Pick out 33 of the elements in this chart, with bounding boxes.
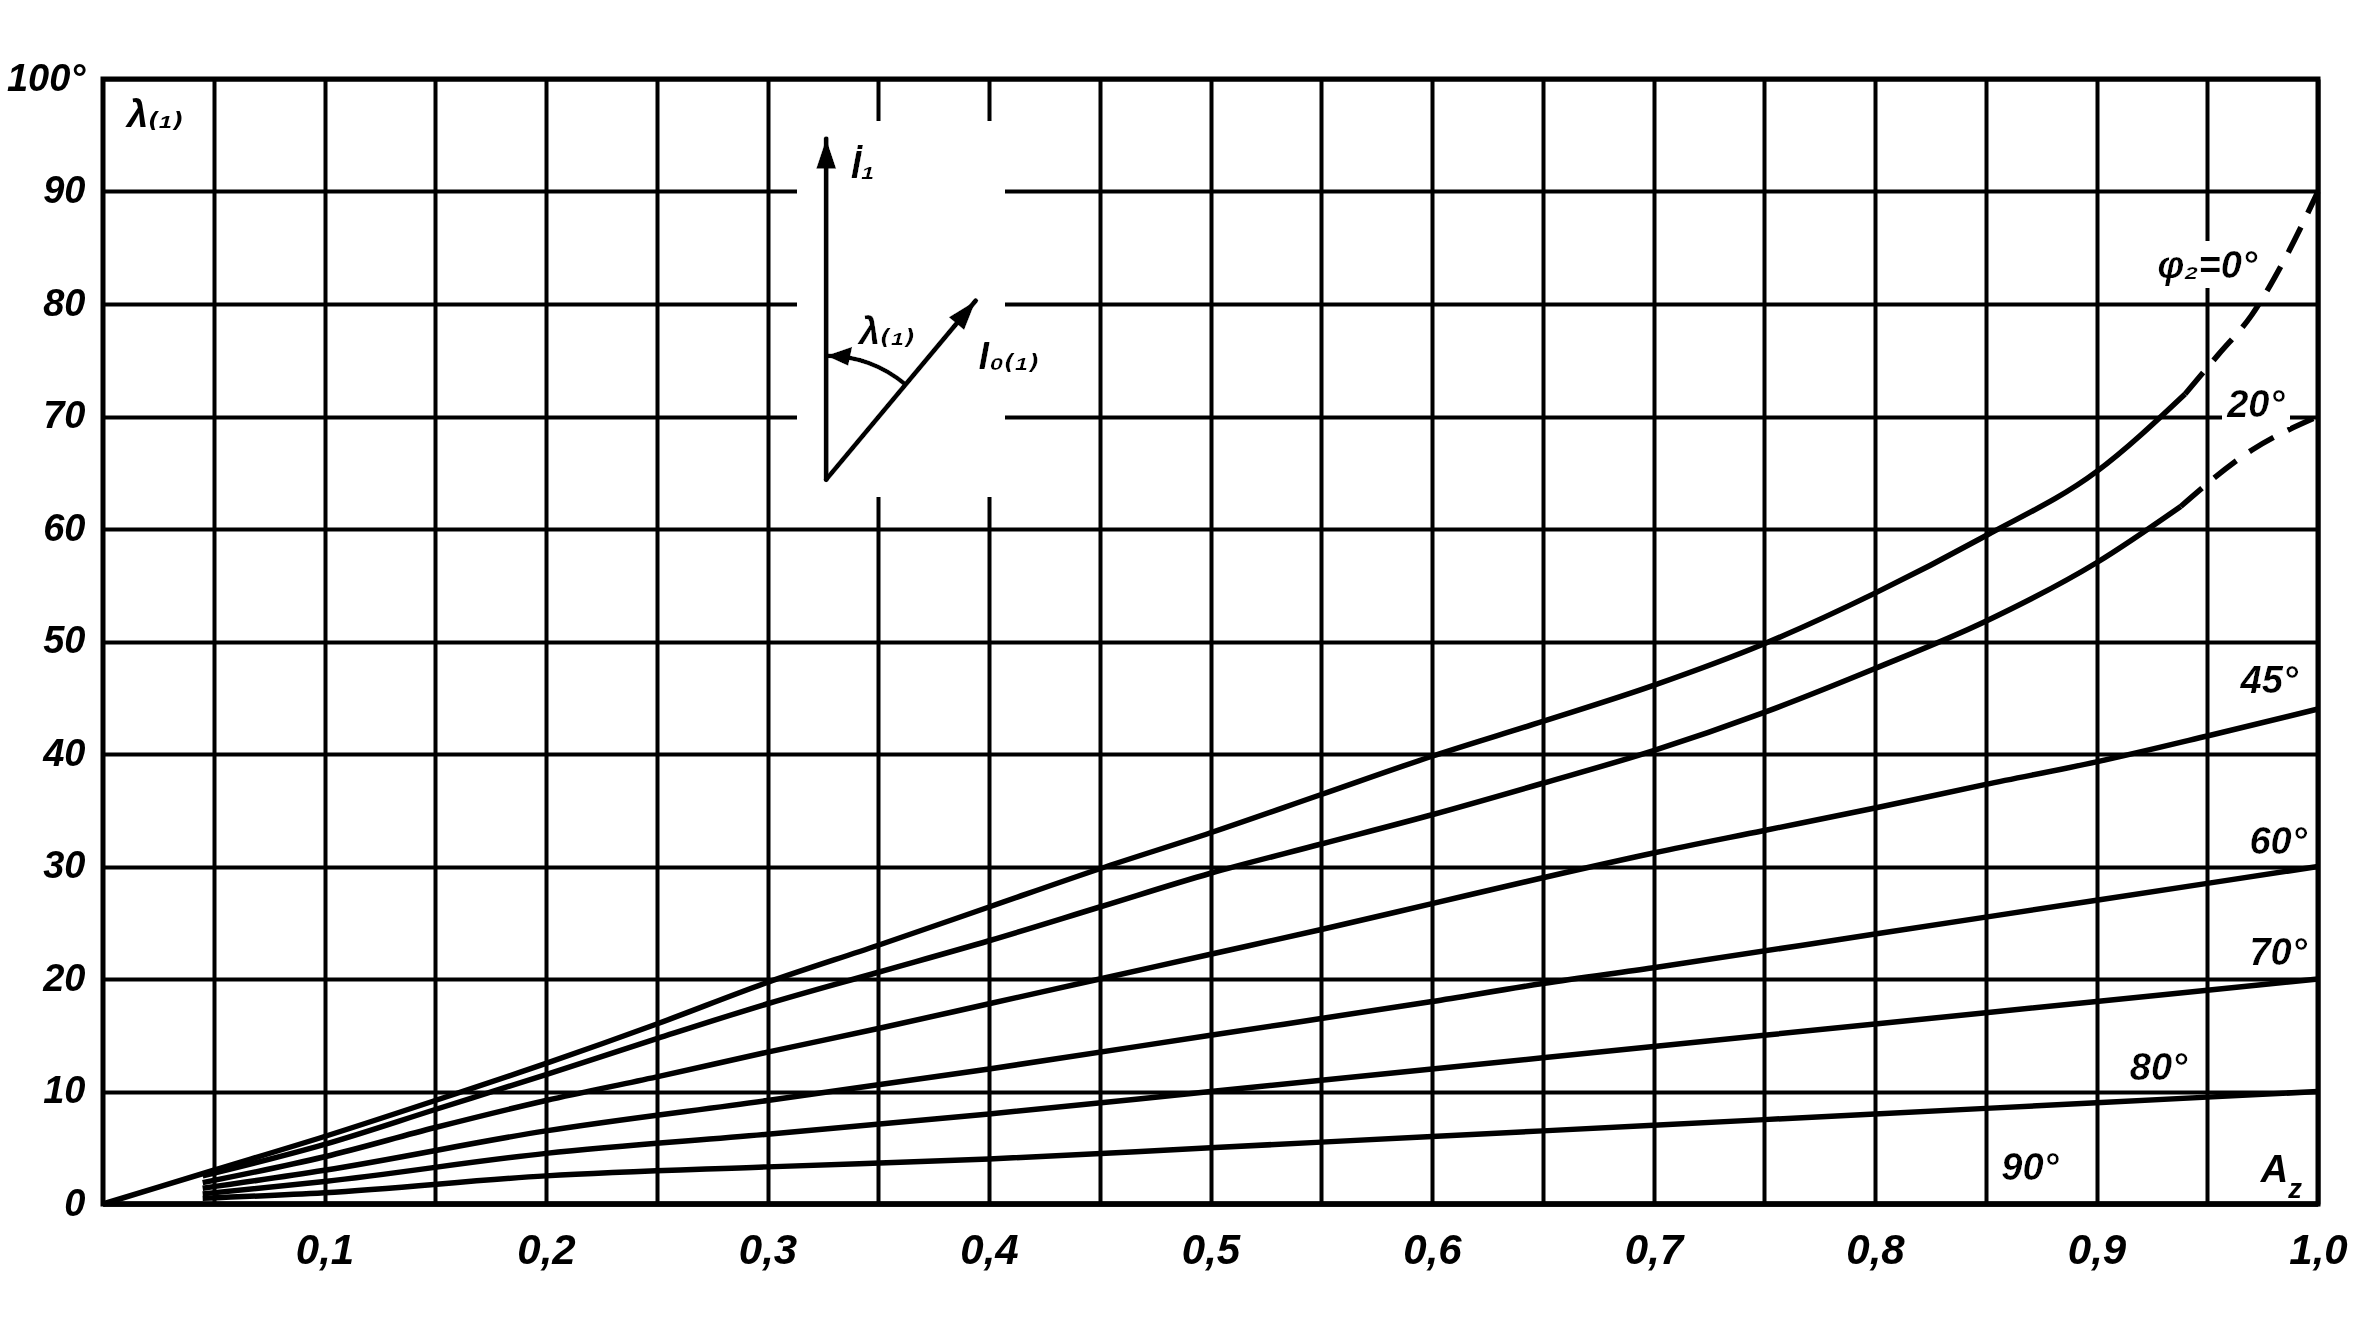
series-label: 70° bbox=[2249, 931, 2308, 973]
y-tick-label: 90 bbox=[43, 169, 86, 211]
x-axis-title: A$_{z}$ bbox=[2259, 1148, 2303, 1204]
y-axis-title: λ₍₁₎ bbox=[125, 93, 184, 135]
series-label: φ₂=0° bbox=[2157, 243, 2258, 286]
series-label: 60° bbox=[2249, 819, 2308, 862]
y-tick-label: 60 bbox=[43, 506, 86, 549]
annotation: λ₍₁₎ bbox=[856, 310, 916, 352]
y-tick-label: 20 bbox=[42, 956, 86, 999]
series-label: 80° bbox=[2129, 1045, 2189, 1088]
y-tick-label: 100° bbox=[6, 56, 87, 99]
y-tick-label: 10 bbox=[43, 1069, 86, 1111]
x-tick-label: 0,5 bbox=[1181, 1225, 1241, 1273]
y-tick-label: 80 bbox=[43, 281, 86, 324]
x-tick-label: 0,2 bbox=[517, 1225, 576, 1273]
y-tick-label: 50 bbox=[43, 619, 86, 661]
annotation: İ₁ bbox=[850, 143, 875, 186]
x-tick-label: 0,3 bbox=[738, 1225, 798, 1273]
series-label: 20° bbox=[2226, 383, 2286, 426]
y-tick-label: 70 bbox=[43, 394, 86, 436]
annotation: I₀₍₁₎ bbox=[978, 334, 1040, 377]
series-label: 45° bbox=[2239, 658, 2299, 701]
series-label: 90° bbox=[2001, 1145, 2060, 1188]
x-tick-label: 1,0 bbox=[2289, 1225, 2348, 1273]
x-tick-label: 0,6 bbox=[1403, 1225, 1463, 1273]
x-tick-label: 0,4 bbox=[960, 1225, 1019, 1273]
y-tick-label: 0 bbox=[64, 1181, 86, 1224]
x-tick-label: 0,1 bbox=[295, 1225, 355, 1273]
y-tick-label: 30 bbox=[43, 844, 86, 886]
x-tick-label: 0,8 bbox=[1846, 1225, 1906, 1273]
x-tick-label: 0,7 bbox=[1624, 1225, 1685, 1273]
y-tick-label: 40 bbox=[42, 731, 86, 774]
x-tick-label: 0,9 bbox=[2067, 1225, 2127, 1273]
